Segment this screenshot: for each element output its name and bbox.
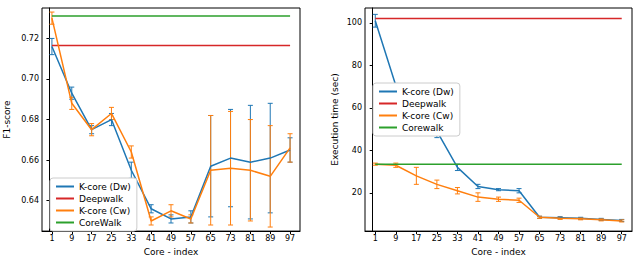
svg-text:73: 73 xyxy=(555,234,565,243)
svg-text:65: 65 xyxy=(206,234,216,243)
svg-text:CoreWalk: CoreWalk xyxy=(79,218,122,228)
svg-text:17: 17 xyxy=(411,234,421,243)
svg-text:100: 100 xyxy=(347,18,362,27)
svg-text:60: 60 xyxy=(352,103,362,112)
svg-text:97: 97 xyxy=(617,234,627,243)
svg-text:Core - index: Core - index xyxy=(144,247,199,257)
svg-text:9: 9 xyxy=(393,234,398,243)
svg-text:K-core (Cw): K-core (Cw) xyxy=(402,111,453,121)
svg-text:Execution time (sec): Execution time (sec) xyxy=(330,73,340,165)
svg-text:81: 81 xyxy=(576,234,586,243)
svg-text:K-core (Dw): K-core (Dw) xyxy=(402,87,454,97)
svg-text:Corewalk: Corewalk xyxy=(402,123,444,133)
svg-text:49: 49 xyxy=(166,234,176,243)
svg-text:81: 81 xyxy=(245,234,255,243)
svg-text:K-core (Dw): K-core (Dw) xyxy=(79,182,131,192)
svg-text:25: 25 xyxy=(106,234,116,243)
svg-text:97: 97 xyxy=(285,234,295,243)
svg-text:41: 41 xyxy=(473,234,483,243)
svg-text:1: 1 xyxy=(49,234,54,243)
svg-text:F1-score: F1-score xyxy=(2,100,12,139)
svg-text:K-core (Cw): K-core (Cw) xyxy=(79,206,130,216)
svg-text:Deepwalk: Deepwalk xyxy=(402,99,447,109)
svg-text:0.72: 0.72 xyxy=(21,34,39,43)
svg-text:0.68: 0.68 xyxy=(21,115,39,124)
svg-text:73: 73 xyxy=(225,234,235,243)
svg-text:33: 33 xyxy=(126,234,136,243)
svg-text:89: 89 xyxy=(596,234,606,243)
svg-text:49: 49 xyxy=(493,234,503,243)
svg-text:33: 33 xyxy=(452,234,462,243)
svg-text:0.66: 0.66 xyxy=(21,156,39,165)
svg-text:89: 89 xyxy=(265,234,275,243)
svg-text:17: 17 xyxy=(87,234,97,243)
svg-text:9: 9 xyxy=(69,234,74,243)
svg-text:1: 1 xyxy=(373,234,378,243)
svg-text:0.70: 0.70 xyxy=(21,74,39,83)
svg-text:65: 65 xyxy=(534,234,544,243)
svg-text:25: 25 xyxy=(432,234,442,243)
svg-text:0.64: 0.64 xyxy=(21,196,39,205)
svg-text:41: 41 xyxy=(146,234,156,243)
svg-text:Core - index: Core - index xyxy=(471,247,526,257)
svg-text:20: 20 xyxy=(352,188,362,197)
svg-text:40: 40 xyxy=(352,146,362,155)
svg-text:57: 57 xyxy=(514,234,524,243)
svg-text:80: 80 xyxy=(352,61,362,70)
svg-text:Deepwalk: Deepwalk xyxy=(79,194,124,204)
svg-text:57: 57 xyxy=(186,234,196,243)
